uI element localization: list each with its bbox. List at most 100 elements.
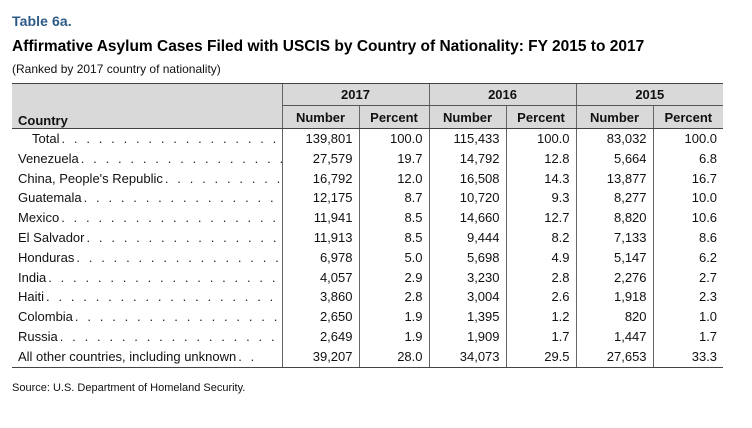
number-2015-cell: 27,653 xyxy=(575,346,654,368)
number-2015-cell: 820 xyxy=(575,307,654,327)
number-2015-cell: 5,664 xyxy=(575,148,654,169)
number-2016-cell: 1,909 xyxy=(428,326,507,347)
number-2015-cell: 13,877 xyxy=(575,168,654,189)
table-row: China, People's Republic. . . . . . . . … xyxy=(12,168,724,189)
percent-2017-cell: 5.0 xyxy=(358,247,430,268)
percent-2016-cell: 8.2 xyxy=(505,227,577,248)
dot-leader: . . . . . . . . . . . . . . . . . . . . … xyxy=(83,190,282,206)
asylum-cases-table: Country 2017 2016 2015 Number Percent Nu… xyxy=(12,83,724,368)
country-cell: China, People's Republic. . . . . . . . … xyxy=(12,169,282,189)
percent-2015-cell: 10.0 xyxy=(652,188,724,209)
number-2016-cell: 1,395 xyxy=(428,307,507,327)
number-2017-cell: 11,941 xyxy=(281,208,359,228)
country-name: Mexico xyxy=(18,210,62,226)
table-body: Total . . . . . . . . . . . . . . . . . .… xyxy=(12,128,724,368)
year-header-2015: 2015 xyxy=(575,83,724,106)
number-2016-cell: 3,230 xyxy=(428,267,507,288)
percent-2016-cell: 1.7 xyxy=(505,326,577,347)
percent-2017-cell: 100.0 xyxy=(358,128,430,149)
percent-2016-cell: 12.7 xyxy=(505,208,577,228)
percent-2016-cell: 9.3 xyxy=(505,188,577,209)
year-header-2016: 2016 xyxy=(428,83,577,106)
number-2015-cell: 8,820 xyxy=(575,208,654,228)
number-2016-cell: 5,698 xyxy=(428,247,507,268)
percent-2017-cell: 1.9 xyxy=(358,307,430,327)
percent-2017-cell: 8.5 xyxy=(358,208,430,228)
percent-2015-cell: 33.3 xyxy=(652,346,724,368)
country-name: Honduras xyxy=(18,249,77,265)
table-row: El Salvador. . . . . . . . . . . . . . .… xyxy=(12,227,724,248)
number-2017-cell: 6,978 xyxy=(281,247,359,268)
percent-2017-cell: 2.9 xyxy=(358,267,430,288)
number-2016-cell: 34,073 xyxy=(428,346,507,368)
measure-header-row: Number Percent Number Percent Number Per… xyxy=(12,105,724,129)
percent-2017-cell: 19.7 xyxy=(358,148,430,169)
table-subtitle: (Ranked by 2017 country of nationality) xyxy=(12,62,221,76)
country-cell: Mexico. . . . . . . . . . . . . . . . . … xyxy=(12,208,282,228)
country-cell: Total. . . . . . . . . . . . . . . . . .… xyxy=(12,129,282,149)
percent-2016-cell: 100.0 xyxy=(505,128,577,149)
number-2015-cell: 83,032 xyxy=(575,128,654,149)
number-2017-cell: 16,792 xyxy=(281,168,359,189)
country-name: Total xyxy=(32,131,62,146)
table-row: Mexico. . . . . . . . . . . . . . . . . … xyxy=(12,208,724,228)
dot-leader: . . . . . . . . . . . . . . . . . . . . … xyxy=(46,289,282,305)
number-2017-cell: 12,175 xyxy=(281,188,359,209)
country-cell: Russia. . . . . . . . . . . . . . . . . … xyxy=(12,327,282,347)
table-row: All other countries, including unknown. … xyxy=(12,346,724,368)
percent-2016-cell: 12.8 xyxy=(505,148,577,169)
percent-2016-cell: 14.3 xyxy=(505,168,577,189)
number-header-2017: Number xyxy=(281,105,359,129)
number-2016-cell: 10,720 xyxy=(428,188,507,209)
percent-2017-cell: 2.8 xyxy=(358,287,430,308)
percent-2015-cell: 16.7 xyxy=(652,168,724,189)
percent-2015-cell: 8.6 xyxy=(652,227,724,248)
country-cell: All other countries, including unknown. … xyxy=(12,346,282,368)
country-cell: Guatemala. . . . . . . . . . . . . . . .… xyxy=(12,188,282,208)
percent-2017-cell: 8.7 xyxy=(358,188,430,209)
year-header-row: Country 2017 2016 2015 xyxy=(12,83,724,129)
percent-2017-cell: 12.0 xyxy=(358,168,430,189)
number-2017-cell: 3,860 xyxy=(281,287,359,308)
table-row: Colombia. . . . . . . . . . . . . . . . … xyxy=(12,307,724,327)
percent-2015-cell: 100.0 xyxy=(652,128,724,149)
number-2015-cell: 8,277 xyxy=(575,188,654,209)
number-2017-cell: 2,649 xyxy=(281,326,359,347)
number-2015-cell: 5,147 xyxy=(575,247,654,268)
percent-2017-cell: 28.0 xyxy=(358,346,430,368)
percent-2015-cell: 2.7 xyxy=(652,267,724,288)
table-label: Table 6a. xyxy=(12,13,72,29)
dot-leader: . . . . . . . . . . . . . . . . . . . . … xyxy=(86,229,282,245)
dot-leader: . . . . . . . . . . . . . . . . . . . . … xyxy=(48,269,282,285)
number-2015-cell: 1,447 xyxy=(575,326,654,347)
country-name: Haiti xyxy=(18,289,47,305)
table-row: India. . . . . . . . . . . . . . . . . .… xyxy=(12,267,724,288)
number-2015-cell: 2,276 xyxy=(575,267,654,288)
number-2015-cell: 1,918 xyxy=(575,287,654,308)
dot-leader: . . . . . . . . . . . . . . . . . . . . … xyxy=(74,309,282,325)
percent-2016-cell: 2.8 xyxy=(505,267,577,288)
country-cell: Haiti. . . . . . . . . . . . . . . . . .… xyxy=(12,287,282,307)
country-name: India xyxy=(18,269,49,285)
dot-leader: . . . . . . . . . . . xyxy=(164,170,282,186)
percent-2015-cell: 6.8 xyxy=(652,148,724,169)
number-2016-cell: 14,792 xyxy=(428,148,507,169)
table-title: Affirmative Asylum Cases Filed with USCI… xyxy=(12,38,645,55)
table-row: Haiti. . . . . . . . . . . . . . . . . .… xyxy=(12,287,724,308)
dot-leader: . . . . . . . . . . . . . . . . . . . . … xyxy=(76,249,282,265)
number-2017-cell: 11,913 xyxy=(281,227,359,248)
number-2015-cell: 7,133 xyxy=(575,227,654,248)
percent-header-2017: Percent xyxy=(358,105,430,129)
country-cell: Honduras. . . . . . . . . . . . . . . . … xyxy=(12,248,282,268)
percent-2015-cell: 2.3 xyxy=(652,287,724,308)
year-header-2017: 2017 xyxy=(281,83,430,106)
country-name: Guatemala xyxy=(18,190,84,206)
number-2016-cell: 115,433 xyxy=(428,128,507,149)
country-cell: El Salvador. . . . . . . . . . . . . . .… xyxy=(12,228,282,248)
dot-leader: . . . . . . . . . . . . . . . . . . . . … xyxy=(80,150,282,166)
number-2017-cell: 27,579 xyxy=(281,148,359,169)
dot-leader: . . . . . . . . . . . . . . . . . . . . … xyxy=(59,328,282,344)
country-name: Venezuela xyxy=(18,150,81,166)
number-2016-cell: 3,004 xyxy=(428,287,507,308)
number-header-2015: Number xyxy=(575,105,654,129)
